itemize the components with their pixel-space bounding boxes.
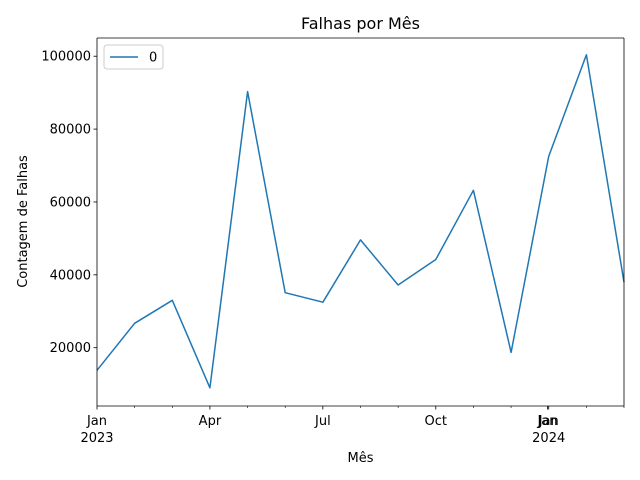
y-axis-label: Contagem de Falhas (16, 155, 31, 288)
x-tick-label: Jul (314, 414, 331, 429)
y-tick-label: 100000 (41, 50, 91, 65)
chart-title: Falhas por Mês (301, 14, 420, 33)
x-tick-label: Apr (199, 414, 222, 429)
y-tick-label: 80000 (50, 123, 91, 138)
legend-entry-label: 0 (149, 51, 157, 66)
x-tick-label: Oct (425, 414, 447, 429)
y-tick-label: 20000 (50, 341, 91, 356)
x-tick-label: Jan (538, 414, 559, 429)
x-axis-label: Mês (348, 451, 374, 466)
y-tick-label: 60000 (50, 195, 91, 210)
x-tick-year-label: 2023 (80, 431, 113, 446)
plot-area: 20000 40000 60000 80000 100000 Jan 2023 Apr Jul O… (41, 37, 625, 446)
y-tick-label: 40000 (50, 268, 91, 283)
x-tick-label: Jan (86, 414, 107, 429)
x-tick-label: Jan (536, 414, 557, 429)
x-tick-year-label: 2024 (532, 431, 565, 446)
